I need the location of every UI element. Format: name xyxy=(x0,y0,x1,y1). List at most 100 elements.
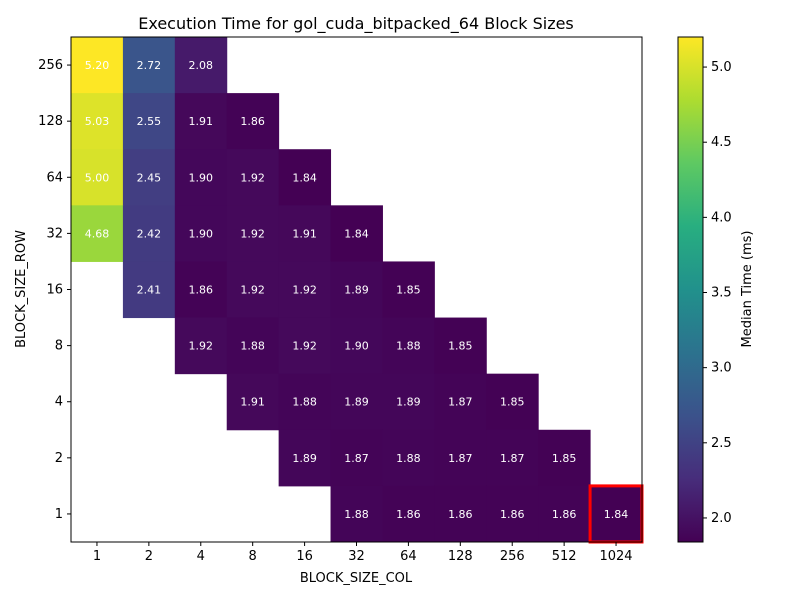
colorbar-label: Median Time (ms) xyxy=(740,231,755,348)
cell-value-label: 1.92 xyxy=(292,340,317,353)
y-axis-ticks: 256 128 64 32 16 8 4 2 1 xyxy=(38,58,71,522)
heatmap-cell xyxy=(71,205,124,262)
heatmap-cell xyxy=(538,429,591,487)
heatmap-cell xyxy=(486,485,539,543)
y-tick-label: 16 xyxy=(46,283,63,298)
cell-value-label: 1.85 xyxy=(396,284,421,297)
heatmap-cell xyxy=(434,373,487,431)
colorbar-tick-label: 3.5 xyxy=(711,286,732,301)
cell-value-label: 2.45 xyxy=(137,171,162,184)
cell-value-label: 1.86 xyxy=(189,284,214,297)
colorbar-tick-label: 2.0 xyxy=(711,511,732,526)
cell-value-label: 1.90 xyxy=(189,227,214,240)
heatmap-cell xyxy=(226,373,280,431)
y-tick-label: 4 xyxy=(55,395,63,410)
x-axis-label: BLOCK_SIZE_COL xyxy=(300,571,413,586)
heatmap-cell xyxy=(330,485,383,543)
heatmap-cell xyxy=(330,205,383,262)
cell-value-label: 1.89 xyxy=(292,452,317,465)
cell-value-label: 5.00 xyxy=(85,171,110,184)
x-tick-label: 2 xyxy=(145,549,153,564)
heatmap-cell xyxy=(434,485,487,543)
cell-value-label: 1.88 xyxy=(396,340,421,353)
cell-value-label: 5.20 xyxy=(85,59,110,72)
cell-value-label: 1.91 xyxy=(189,115,214,128)
heatmap-cell xyxy=(486,429,539,487)
heatmap-cell xyxy=(174,149,228,206)
colorbar-tick-label: 2.5 xyxy=(711,436,732,451)
colorbar-tick-label: 3.0 xyxy=(711,361,732,376)
cell-value-label: 1.86 xyxy=(552,508,577,521)
x-tick-label: 8 xyxy=(249,549,257,564)
x-tick-label: 512 xyxy=(552,549,577,564)
cell-value-label: 5.03 xyxy=(85,115,110,128)
cell-value-label: 4.68 xyxy=(85,227,110,240)
heatmap-cell xyxy=(590,485,643,543)
colorbar-tick-label: 5.0 xyxy=(711,60,732,75)
cell-value-label: 2.55 xyxy=(137,115,162,128)
y-tick-label: 128 xyxy=(38,114,63,129)
cell-value-label: 1.92 xyxy=(240,284,265,297)
colorbar xyxy=(677,36,704,543)
cell-value-label: 1.91 xyxy=(292,227,317,240)
heatmap-cell xyxy=(226,93,280,150)
colorbar-tick-label: 4.5 xyxy=(711,135,732,150)
cell-value-label: 1.84 xyxy=(604,508,629,521)
y-tick-label: 8 xyxy=(55,339,63,354)
cell-value-label: 1.92 xyxy=(240,227,265,240)
cell-value-label: 1.88 xyxy=(240,340,265,353)
x-tick-label: 1024 xyxy=(599,549,632,564)
heatmap-cell xyxy=(122,37,176,94)
y-tick-label: 1 xyxy=(55,507,63,522)
heatmap-cell xyxy=(122,261,176,319)
heatmap-cell xyxy=(278,317,332,375)
x-tick-label: 64 xyxy=(400,549,417,564)
heatmap-cell xyxy=(226,149,280,206)
heatmap-cell xyxy=(71,37,124,94)
x-tick-label: 4 xyxy=(197,549,205,564)
heatmap-cell xyxy=(330,261,383,319)
y-axis-label: BLOCK_SIZE_ROW xyxy=(14,230,29,348)
chart-title: Execution Time for gol_cuda_bitpacked_64… xyxy=(138,14,574,34)
x-tick-label: 1 xyxy=(93,549,101,564)
heatmap-cell xyxy=(278,205,332,262)
cell-value-label: 1.85 xyxy=(552,452,577,465)
cell-value-label: 1.86 xyxy=(500,508,525,521)
heatmap-cell xyxy=(382,429,435,487)
heatmap-cell xyxy=(226,317,280,375)
x-axis-ticks: 1 2 4 8 16 32 64 128 256 512 1024 xyxy=(93,542,633,564)
heatmap-cell xyxy=(382,261,435,319)
y-tick-label: 256 xyxy=(38,58,63,73)
cell-value-label: 2.42 xyxy=(137,227,162,240)
heatmap-cell xyxy=(330,429,383,487)
heatmap-cell xyxy=(174,93,228,150)
heatmap-cell xyxy=(226,205,280,262)
heatmap-cell xyxy=(434,317,487,375)
heatmap-cell xyxy=(174,261,228,319)
cell-value-label: 2.41 xyxy=(137,284,162,297)
x-tick-label: 128 xyxy=(448,549,473,564)
cell-value-label: 2.08 xyxy=(189,59,214,72)
cell-value-label: 1.92 xyxy=(292,284,317,297)
heatmap-cell xyxy=(382,373,435,431)
cell-value-label: 1.85 xyxy=(500,396,525,409)
cell-value-label: 1.88 xyxy=(292,396,317,409)
cell-value-label: 1.89 xyxy=(344,396,369,409)
cell-value-label: 1.84 xyxy=(292,171,317,184)
colorbar-tick-label: 4.0 xyxy=(711,210,732,225)
cell-value-label: 1.86 xyxy=(240,115,265,128)
heatmap-cell xyxy=(122,205,176,262)
cell-value-label: 1.88 xyxy=(344,508,369,521)
cell-value-label: 1.87 xyxy=(448,396,473,409)
heatmap-cell xyxy=(174,205,228,262)
cell-value-label: 1.86 xyxy=(396,508,421,521)
heatmap-cell xyxy=(330,317,383,375)
heatmap-cell xyxy=(122,93,176,150)
cell-value-label: 2.72 xyxy=(137,59,162,72)
cell-value-label: 1.92 xyxy=(189,340,214,353)
cell-value-label: 1.87 xyxy=(344,452,369,465)
heatmap-cell xyxy=(278,261,332,319)
heatmap-cell xyxy=(71,149,124,206)
heatmap-cell xyxy=(434,429,487,487)
